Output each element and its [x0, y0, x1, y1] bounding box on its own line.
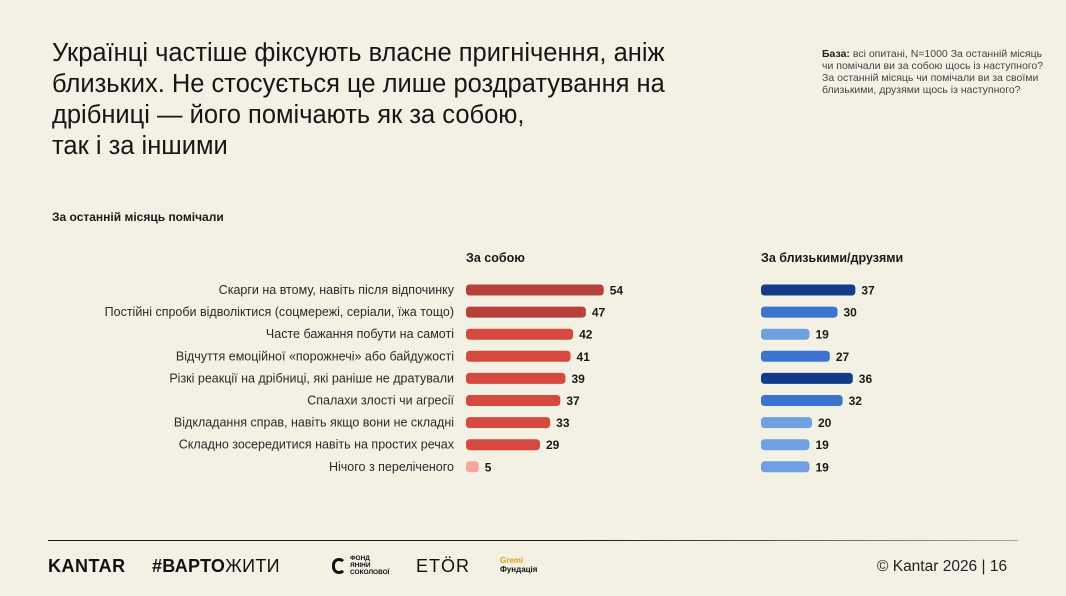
- bar-value-label: 33: [556, 416, 570, 430]
- base-text: всі опитані, N=1000 За останній місяць ч…: [822, 48, 1044, 96]
- varto-logo-bold: #ВАРТО: [152, 556, 226, 576]
- bar-self: [466, 417, 551, 429]
- bar-others: [761, 306, 838, 318]
- title-line: Українці частіше фіксують власне пригніч…: [52, 39, 665, 67]
- bar-others: [761, 350, 830, 362]
- bar-self: [466, 284, 604, 296]
- bar-self: [466, 395, 561, 406]
- section-title: За останній місяць помічали: [52, 210, 224, 224]
- bar-value-label: 19: [815, 438, 829, 452]
- gremi-logo-line: Фундація: [500, 565, 538, 574]
- gremi-logo-line: Gremi: [500, 556, 524, 565]
- bar-value-label: 5: [485, 460, 492, 474]
- bar-others: [761, 395, 843, 406]
- footer-divider: [48, 540, 1018, 541]
- bar-self: [466, 439, 540, 451]
- bar-value-label: 47: [592, 306, 606, 320]
- foundation-logo-line: ФОНД: [350, 555, 370, 562]
- bar-value-label: 42: [579, 328, 593, 342]
- bar-value-label: 41: [577, 350, 591, 364]
- foundation-mark-icon: [332, 557, 346, 574]
- series-header-self: За собою: [466, 251, 525, 265]
- bar-value-label: 19: [815, 460, 829, 474]
- category-label: Відкладання справ, навіть якщо вони не с…: [174, 416, 454, 430]
- gremi-foundation-logo: Gremi Фундація: [500, 556, 537, 574]
- category-label: Скарги на втому, навіть після відпочинку: [219, 283, 455, 297]
- kantar-logo: KANTAR: [48, 556, 126, 576]
- bar-value-label: 29: [546, 438, 560, 452]
- bar-self: [466, 461, 479, 473]
- bar-others: [761, 439, 810, 451]
- bar-value-label: 27: [836, 350, 850, 364]
- bar-self: [466, 306, 586, 318]
- bar-value-label: 36: [859, 372, 873, 386]
- bar-others: [761, 417, 812, 429]
- varto-logo-rest: ЖИТИ: [225, 556, 280, 576]
- bar-others: [761, 284, 856, 296]
- page-title: Українці частіше фіксують власне пригніч…: [52, 38, 792, 162]
- category-label: Відчуття емоційної «порожнечі» або байду…: [176, 349, 454, 363]
- category-label: Нічого з переліченого: [329, 460, 454, 474]
- category-label: Постійні спроби відволіктися (соцмережі,…: [105, 305, 454, 319]
- foundation-logo-text: ФОНД ЯНІНИ СОКОЛОВОЇ: [350, 555, 389, 576]
- bar-self: [466, 328, 574, 340]
- etor-logo: ETÖR: [416, 556, 471, 576]
- bar-value-label: 32: [849, 394, 863, 408]
- title-line: так і за іншими: [52, 132, 228, 160]
- bar-value-label: 37: [566, 394, 580, 408]
- bar-others: [761, 328, 810, 340]
- series-header-others: За близькими/друзями: [761, 251, 904, 265]
- copyright-page-number: © Kantar 2026 | 16: [877, 558, 1008, 575]
- varto-zhyty-logo: #ВАРТОЖИТИ: [152, 556, 280, 577]
- category-label: Спалахи злості чи агресії: [307, 394, 454, 408]
- bar-value-label: 37: [861, 284, 875, 298]
- bar-value-label: 39: [571, 372, 585, 386]
- bar-value-label: 19: [815, 328, 829, 342]
- base-note: База: всі опитані, N=1000 За останній мі…: [822, 48, 1054, 96]
- bar-value-label: 20: [818, 416, 832, 430]
- bar-others: [761, 461, 810, 473]
- yanina-sokolova-foundation-logo: ФОНД ЯНІНИ СОКОЛОВОЇ: [332, 555, 389, 576]
- bar-value-label: 54: [610, 284, 624, 298]
- foundation-logo-line: СОКОЛОВОЇ: [350, 569, 390, 576]
- category-label: Часте бажання побути на самоті: [266, 327, 454, 341]
- bar-self: [466, 372, 566, 384]
- foundation-logo-line: ЯНІНИ: [350, 562, 371, 569]
- category-label: Складно зосередитися навіть на простих р…: [179, 438, 455, 452]
- bar-others: [761, 372, 853, 384]
- base-label: База:: [822, 48, 850, 60]
- category-label: Різкі реакції на дрібниці, які раніше не…: [169, 371, 454, 385]
- bar-value-label: 30: [844, 306, 858, 320]
- title-line: дрібниці — його помічають як за собою,: [52, 101, 525, 129]
- bar-self: [466, 350, 571, 362]
- title-line: близьких. Не стосується це лише роздрату…: [52, 70, 665, 98]
